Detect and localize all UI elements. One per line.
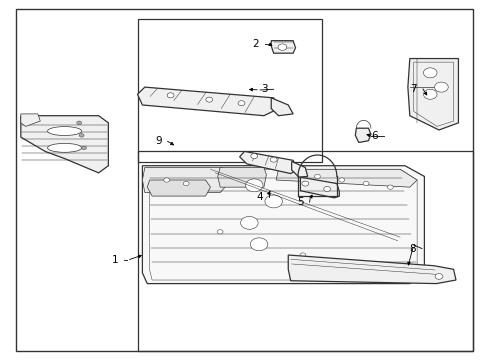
Circle shape [250, 154, 257, 158]
Polygon shape [276, 169, 416, 187]
Circle shape [217, 230, 223, 234]
Circle shape [163, 178, 169, 182]
Circle shape [423, 68, 436, 78]
Bar [137, 19, 322, 162]
Polygon shape [271, 41, 295, 53]
Circle shape [250, 238, 267, 251]
Circle shape [323, 186, 330, 192]
Circle shape [81, 146, 86, 150]
Polygon shape [21, 116, 108, 173]
Circle shape [270, 157, 277, 162]
Polygon shape [355, 128, 370, 143]
Ellipse shape [47, 143, 81, 152]
Circle shape [240, 216, 258, 229]
Polygon shape [287, 255, 455, 284]
Circle shape [363, 181, 368, 186]
Circle shape [301, 181, 308, 186]
Polygon shape [217, 167, 266, 187]
Circle shape [338, 178, 344, 182]
Text: 2: 2 [252, 39, 259, 49]
Polygon shape [271, 98, 292, 116]
Polygon shape [147, 180, 210, 196]
Text: 1: 1 [111, 255, 118, 265]
Circle shape [205, 97, 212, 102]
Polygon shape [21, 114, 40, 126]
Polygon shape [407, 59, 458, 130]
Circle shape [386, 185, 392, 189]
Circle shape [434, 274, 442, 279]
Circle shape [77, 121, 81, 125]
Text: 4: 4 [256, 192, 263, 202]
Text: 6: 6 [371, 131, 377, 141]
Polygon shape [142, 167, 224, 193]
Polygon shape [239, 152, 297, 174]
Text: 8: 8 [408, 244, 415, 253]
Circle shape [183, 181, 189, 186]
Polygon shape [291, 161, 307, 177]
Circle shape [299, 253, 305, 257]
Ellipse shape [47, 127, 81, 135]
Text: 3: 3 [261, 84, 267, 94]
Circle shape [348, 262, 354, 266]
Bar [137, 152, 472, 351]
Polygon shape [300, 177, 339, 198]
Polygon shape [137, 87, 278, 116]
Circle shape [167, 93, 174, 98]
Circle shape [314, 174, 320, 179]
Circle shape [238, 101, 244, 106]
Circle shape [423, 89, 436, 99]
Circle shape [264, 195, 282, 208]
Text: 9: 9 [155, 136, 162, 147]
Circle shape [79, 134, 84, 137]
Text: 5: 5 [297, 197, 303, 207]
Circle shape [245, 179, 263, 192]
Polygon shape [142, 166, 424, 284]
Circle shape [278, 44, 286, 50]
Circle shape [434, 82, 447, 92]
Text: 7: 7 [409, 84, 416, 94]
